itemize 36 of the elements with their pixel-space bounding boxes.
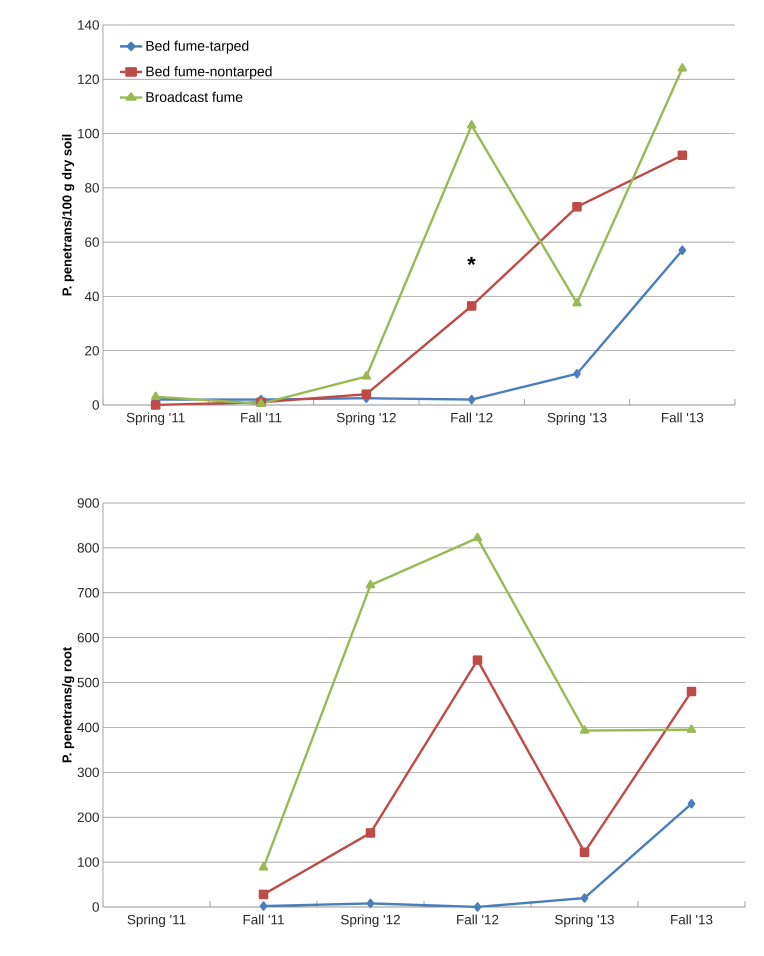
x-tick-label: Spring '13 <box>555 914 614 928</box>
x-tick-label: Spring '12 <box>336 412 396 426</box>
y-tick-label: 500 <box>78 678 99 688</box>
x-tick-label: Fall '11 <box>241 412 282 422</box>
y-tick-label: 100 <box>78 857 99 867</box>
x-tick-label: Fall '13 <box>671 914 712 924</box>
x-tick-label: Fall '13 <box>662 412 704 422</box>
y-tick-label: 600 <box>78 632 99 642</box>
y-axis-title: P. penetrans/100 g dry soil <box>62 134 74 296</box>
y-tick-label: 140 <box>78 20 99 30</box>
y-tick-label: 0 <box>92 902 99 912</box>
x-tick-label: Spring '11 <box>128 914 186 928</box>
annotation: * <box>467 256 476 266</box>
y-tick-label: 100 <box>78 128 99 138</box>
y-tick-label: 40 <box>84 292 99 302</box>
y-tick-label: 400 <box>77 722 99 732</box>
y-tick-label: 60 <box>85 237 99 247</box>
x-tick-label: Spring '12 <box>341 914 400 928</box>
y-tick-label: 800 <box>78 543 99 553</box>
y-axis-title: P. penetrans/g root <box>62 646 74 762</box>
x-tick-label: Spring '13 <box>548 412 606 426</box>
x-tick-label: Fall '12 <box>451 412 492 422</box>
y-tick-label: 700 <box>78 588 99 598</box>
y-tick-label: 900 <box>78 498 99 508</box>
y-tick-label: 300 <box>78 768 99 778</box>
legend-label: Bed fume-nontarped <box>146 66 272 80</box>
y-tick-label: 120 <box>78 74 99 84</box>
legend-label: Bed fume-tarped <box>146 40 248 54</box>
y-tick-label: 200 <box>78 812 99 822</box>
x-tick-label: Fall '12 <box>457 914 498 924</box>
y-tick-label: 80 <box>85 183 99 193</box>
legend-label: Broadcast fume <box>146 92 242 102</box>
y-tick-label: 20 <box>85 346 99 356</box>
y-tick-label: 0 <box>92 400 99 410</box>
x-tick-label: Spring '11 <box>126 412 185 426</box>
x-tick-label: Fall '11 <box>244 914 284 924</box>
